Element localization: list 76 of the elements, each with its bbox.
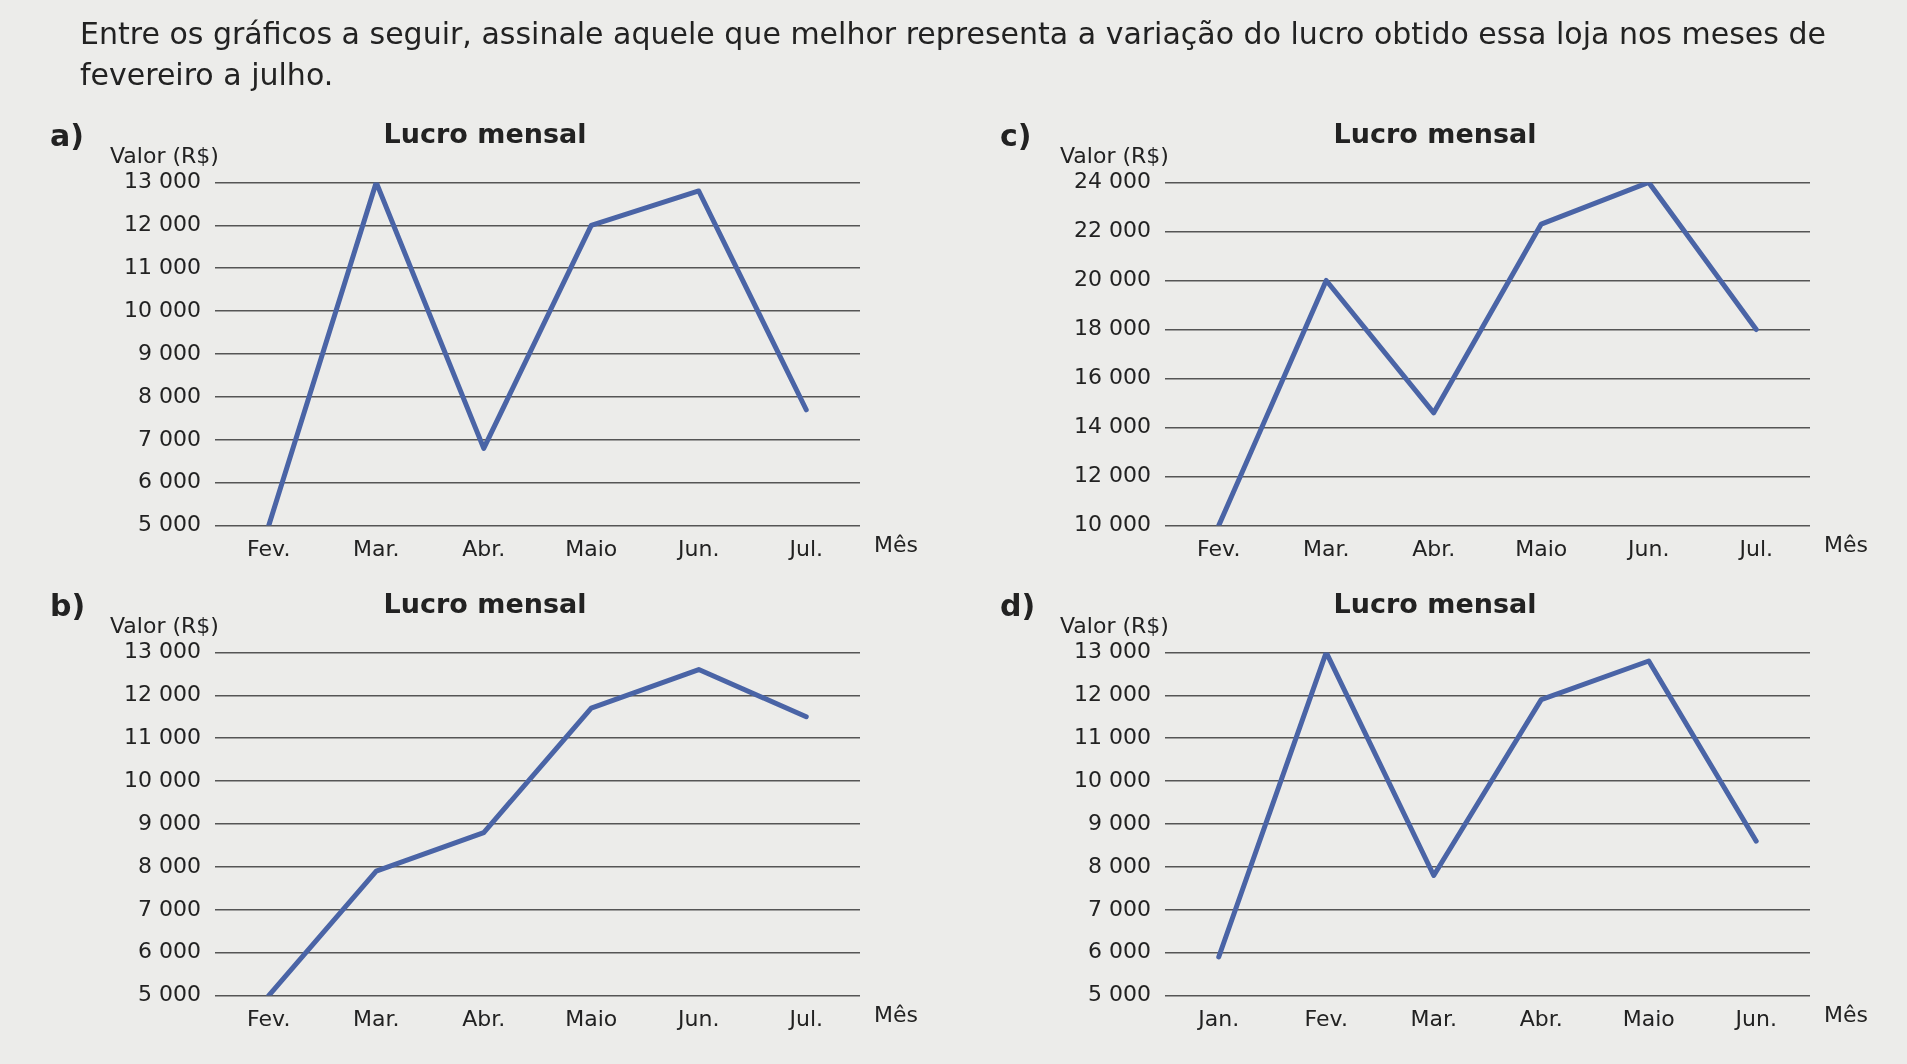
x-tick-label: Maio <box>1515 535 1568 561</box>
x-tick-label: Abr. <box>1519 1005 1563 1031</box>
y-tick-label: 7 000 <box>1087 895 1151 921</box>
y-tick-label: 12 000 <box>123 211 201 237</box>
y-tick-label: 11 000 <box>123 723 201 749</box>
x-tick-label: Jun. <box>1733 1005 1777 1031</box>
y-axis-title: Valor (R$) <box>1060 613 1169 639</box>
text: a) <box>50 118 84 153</box>
y-tick-label: 6 000 <box>137 468 201 494</box>
y-tick-label: 10 000 <box>123 296 201 322</box>
y-tick-label: 24 000 <box>1073 168 1151 194</box>
y-tick-label: 10 000 <box>1073 766 1151 792</box>
x-tick-label: Fev. <box>1304 1005 1348 1031</box>
x-tick-label: Mar. <box>352 535 400 561</box>
x-tick-label: Jul. <box>787 535 824 561</box>
y-tick-label: 13 000 <box>123 168 201 194</box>
x-tick-label: Jun. <box>676 535 720 561</box>
y-tick-label: 9 000 <box>137 809 201 835</box>
y-tick-label: 5 000 <box>137 981 201 1007</box>
x-tick-label: Fev. <box>1197 535 1241 561</box>
y-tick-label: 16 000 <box>1073 364 1151 390</box>
x-tick-label: Fev. <box>247 535 291 561</box>
y-tick-label: 20 000 <box>1073 266 1151 292</box>
y-tick-label: 11 000 <box>1073 723 1151 749</box>
y-tick-label: 8 000 <box>1087 852 1151 878</box>
x-tick-label: Mar. <box>352 1005 400 1031</box>
y-tick-label: 5 000 <box>1087 981 1151 1007</box>
chart-title: Lucro mensal <box>383 588 587 620</box>
y-tick-label: 10 000 <box>1073 511 1151 537</box>
x-tick-label: Fev. <box>247 1005 291 1031</box>
x-tick-label: Maio <box>1622 1005 1675 1031</box>
y-tick-label: 8 000 <box>137 382 201 408</box>
x-axis-title: Mês <box>874 532 918 558</box>
text: c) <box>1000 118 1032 153</box>
y-tick-label: 6 000 <box>1087 938 1151 964</box>
y-tick-label: 12 000 <box>1073 681 1151 707</box>
x-axis-title: Mês <box>874 1002 918 1028</box>
x-tick-label: Maio <box>565 535 618 561</box>
y-axis-title: Valor (R$) <box>1060 143 1169 169</box>
chart-title: Lucro mensal <box>1333 588 1537 620</box>
x-tick-label: Maio <box>565 1005 618 1031</box>
chart-title: Lucro mensal <box>383 118 587 150</box>
y-axis-title: Valor (R$) <box>110 613 219 639</box>
y-tick-label: 12 000 <box>1073 462 1151 488</box>
text: d) <box>1000 588 1036 623</box>
y-axis-title: Valor (R$) <box>110 143 219 169</box>
y-tick-label: 7 000 <box>137 895 201 921</box>
x-tick-label: Abr. <box>1412 535 1456 561</box>
y-tick-label: 9 000 <box>137 339 201 365</box>
y-tick-label: 8 000 <box>137 852 201 878</box>
text: Entre os gráficos a seguir, assinale aquele que melhor representa a variação do lucro obtido essa loja nos meses de fevereiro a julho. <box>80 15 1827 94</box>
text: b) <box>50 588 86 623</box>
y-tick-label: 18 000 <box>1073 315 1151 341</box>
x-tick-label: Jul. <box>787 1005 824 1031</box>
y-tick-label: 9 000 <box>1087 809 1151 835</box>
x-tick-label: Abr. <box>462 1005 506 1031</box>
chart-title: Lucro mensal <box>1333 118 1537 150</box>
x-tick-label: Mar. <box>1410 1005 1457 1031</box>
x-tick-label: Jun. <box>676 1005 720 1031</box>
y-tick-label: 13 000 <box>123 638 201 664</box>
y-tick-label: 13 000 <box>1073 638 1151 664</box>
y-tick-label: 5 000 <box>137 511 201 537</box>
x-axis-title: Mês <box>1824 1002 1868 1028</box>
y-tick-label: 7 000 <box>137 425 201 451</box>
y-tick-label: 12 000 <box>123 681 201 707</box>
x-tick-label: Mar. <box>1302 535 1350 561</box>
x-tick-label: Jun. <box>1626 535 1670 561</box>
x-tick-label: Abr. <box>462 535 506 561</box>
x-tick-label: Jan. <box>1196 1005 1240 1031</box>
y-tick-label: 14 000 <box>1073 413 1151 439</box>
x-tick-label: Jul. <box>1737 535 1774 561</box>
y-tick-label: 22 000 <box>1073 217 1151 243</box>
x-axis-title: Mês <box>1824 532 1868 558</box>
y-tick-label: 6 000 <box>137 938 201 964</box>
y-tick-label: 10 000 <box>123 766 201 792</box>
y-tick-label: 11 000 <box>123 253 201 279</box>
